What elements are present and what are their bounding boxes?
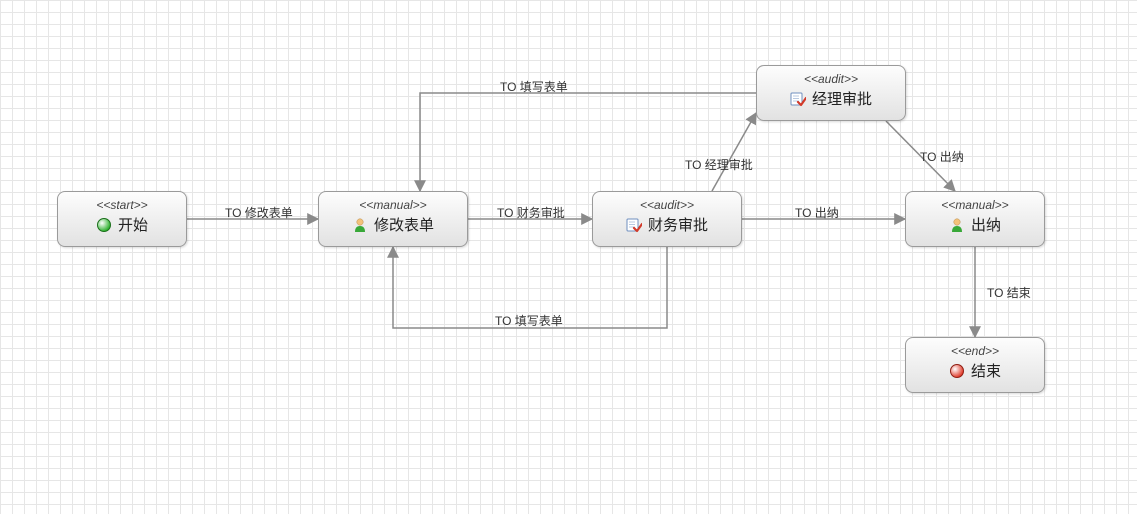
node-finance[interactable]: <<audit>> 财务审批 (592, 191, 742, 247)
start-icon (96, 217, 112, 233)
node-label-row: 结束 (914, 360, 1036, 381)
node-label-row: 财务审批 (601, 214, 733, 235)
edge-label: TO 经理审批 (685, 156, 753, 173)
node-label: 出纳 (971, 214, 1001, 235)
edge-label: TO 财务审批 (497, 204, 565, 221)
node-stereotype: <<manual>> (914, 198, 1036, 212)
node-stereotype: <<audit>> (601, 198, 733, 212)
node-label-row: 出纳 (914, 214, 1036, 235)
edge-manager-to-modify (420, 93, 756, 191)
node-label: 经理审批 (812, 88, 872, 109)
node-manager[interactable]: <<audit>> 经理审批 (756, 65, 906, 121)
audit-icon (790, 91, 806, 107)
edge-finance-to-manager (712, 113, 756, 191)
edge-label: TO 填写表单 (500, 78, 568, 95)
edges-layer (0, 0, 1137, 514)
edge-label: TO 结束 (987, 284, 1031, 301)
node-label: 开始 (118, 214, 148, 235)
node-label-row: 经理审批 (765, 88, 897, 109)
edge-label: TO 修改表单 (225, 204, 293, 221)
edge-label: TO 出纳 (920, 148, 964, 165)
edge-label: TO 出纳 (795, 204, 839, 221)
node-modify[interactable]: <<manual>> 修改表单 (318, 191, 468, 247)
node-stereotype: <<audit>> (765, 72, 897, 86)
node-start[interactable]: <<start>> 开始 (57, 191, 187, 247)
end-icon (949, 363, 965, 379)
manual-icon (352, 217, 368, 233)
workflow-canvas: <<start>>开始<<manual>>修改表单<<audit>>财务审批<<… (0, 0, 1137, 514)
node-label: 财务审批 (648, 214, 708, 235)
audit-icon (626, 217, 642, 233)
node-stereotype: <<end>> (914, 344, 1036, 358)
node-stereotype: <<start>> (66, 198, 178, 212)
edge-label: TO 填写表单 (495, 312, 563, 329)
node-label: 修改表单 (374, 214, 434, 235)
node-label-row: 修改表单 (327, 214, 459, 235)
node-end[interactable]: <<end>> 结束 (905, 337, 1045, 393)
node-label: 结束 (971, 360, 1001, 381)
manual-icon (949, 217, 965, 233)
node-label-row: 开始 (66, 214, 178, 235)
node-cashier[interactable]: <<manual>> 出纳 (905, 191, 1045, 247)
node-stereotype: <<manual>> (327, 198, 459, 212)
